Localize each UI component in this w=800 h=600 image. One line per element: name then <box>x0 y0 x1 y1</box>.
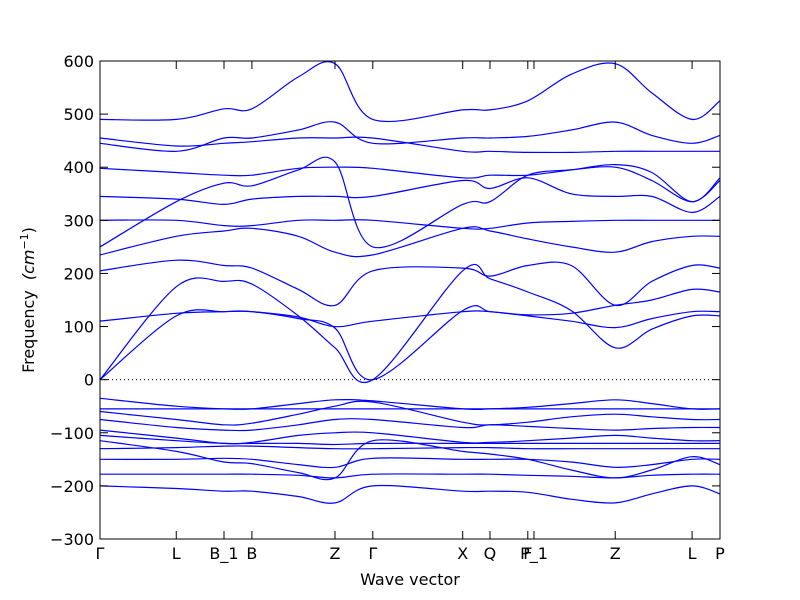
band-line-8 <box>99 177 721 214</box>
band-lines <box>99 61 721 504</box>
band-line-5 <box>99 226 721 258</box>
band-line-12 <box>99 61 721 123</box>
x-tick-label-3: B_1 <box>209 544 238 564</box>
y-tick-label-200: 200 <box>63 264 94 283</box>
x-tick-label-9: F <box>523 544 532 563</box>
band-line-3 <box>99 288 721 328</box>
x-tick-label-12: L <box>688 544 697 563</box>
band-line-16 <box>99 418 721 432</box>
plot-frame <box>99 60 721 540</box>
x-tick-label-11: Z <box>610 544 621 563</box>
x-axis-ticks: Γ L B_1 B Z Γ X Q FP_1 Z L P <box>96 61 725 564</box>
band-line-7 <box>99 219 720 230</box>
x-tick-label-2: L <box>172 544 181 563</box>
y-axis-label-text: Frequency <box>19 290 38 373</box>
band-line-1 <box>99 263 721 383</box>
y-tick-label--200: −200 <box>50 477 94 496</box>
x-tick-label-1: Γ <box>96 544 105 563</box>
y-axis-label-unit: (cm−1) <box>18 227 39 280</box>
x-tick-label-4: B <box>246 544 257 563</box>
x-tick-label-13: P <box>715 544 725 563</box>
y-tick-label-400: 400 <box>63 158 94 177</box>
band-line-6 <box>99 156 721 249</box>
band-line-4 <box>99 259 721 307</box>
y-tick-label-100: 100 <box>63 318 94 337</box>
band-line-10 <box>99 136 720 154</box>
y-axis-ticks: −300 −200 −100 0 100 200 300 400 500 600 <box>50 52 720 549</box>
x-tick-label-10: P_1 <box>520 544 548 564</box>
y-tick-label-0: 0 <box>84 371 94 390</box>
y-tick-label--300: −300 <box>50 530 94 549</box>
y-tick-label-500: 500 <box>63 105 94 124</box>
band-line-19 <box>99 439 721 481</box>
band-line-22 <box>100 473 721 479</box>
y-tick-label-600: 600 <box>63 52 94 71</box>
x-tick-label-7: X <box>457 544 468 563</box>
x-tick-label-6: Γ <box>368 544 377 563</box>
band-line-18 <box>99 434 720 446</box>
x-tick-label-8: Q <box>484 544 497 563</box>
x-tick-label-5: Z <box>329 544 340 563</box>
y-tick-label--100: −100 <box>50 424 94 443</box>
band-line-21 <box>99 457 721 469</box>
band-line-9 <box>99 163 721 203</box>
x-axis-label: Wave vector <box>360 570 460 589</box>
band-line-20 <box>99 445 720 450</box>
band-line-11 <box>99 121 721 152</box>
y-axis-label: Frequency (cm−1) <box>18 227 39 373</box>
y-tick-label-300: 300 <box>63 211 94 230</box>
band-line-23 <box>99 484 721 504</box>
band-line-15 <box>99 400 721 426</box>
